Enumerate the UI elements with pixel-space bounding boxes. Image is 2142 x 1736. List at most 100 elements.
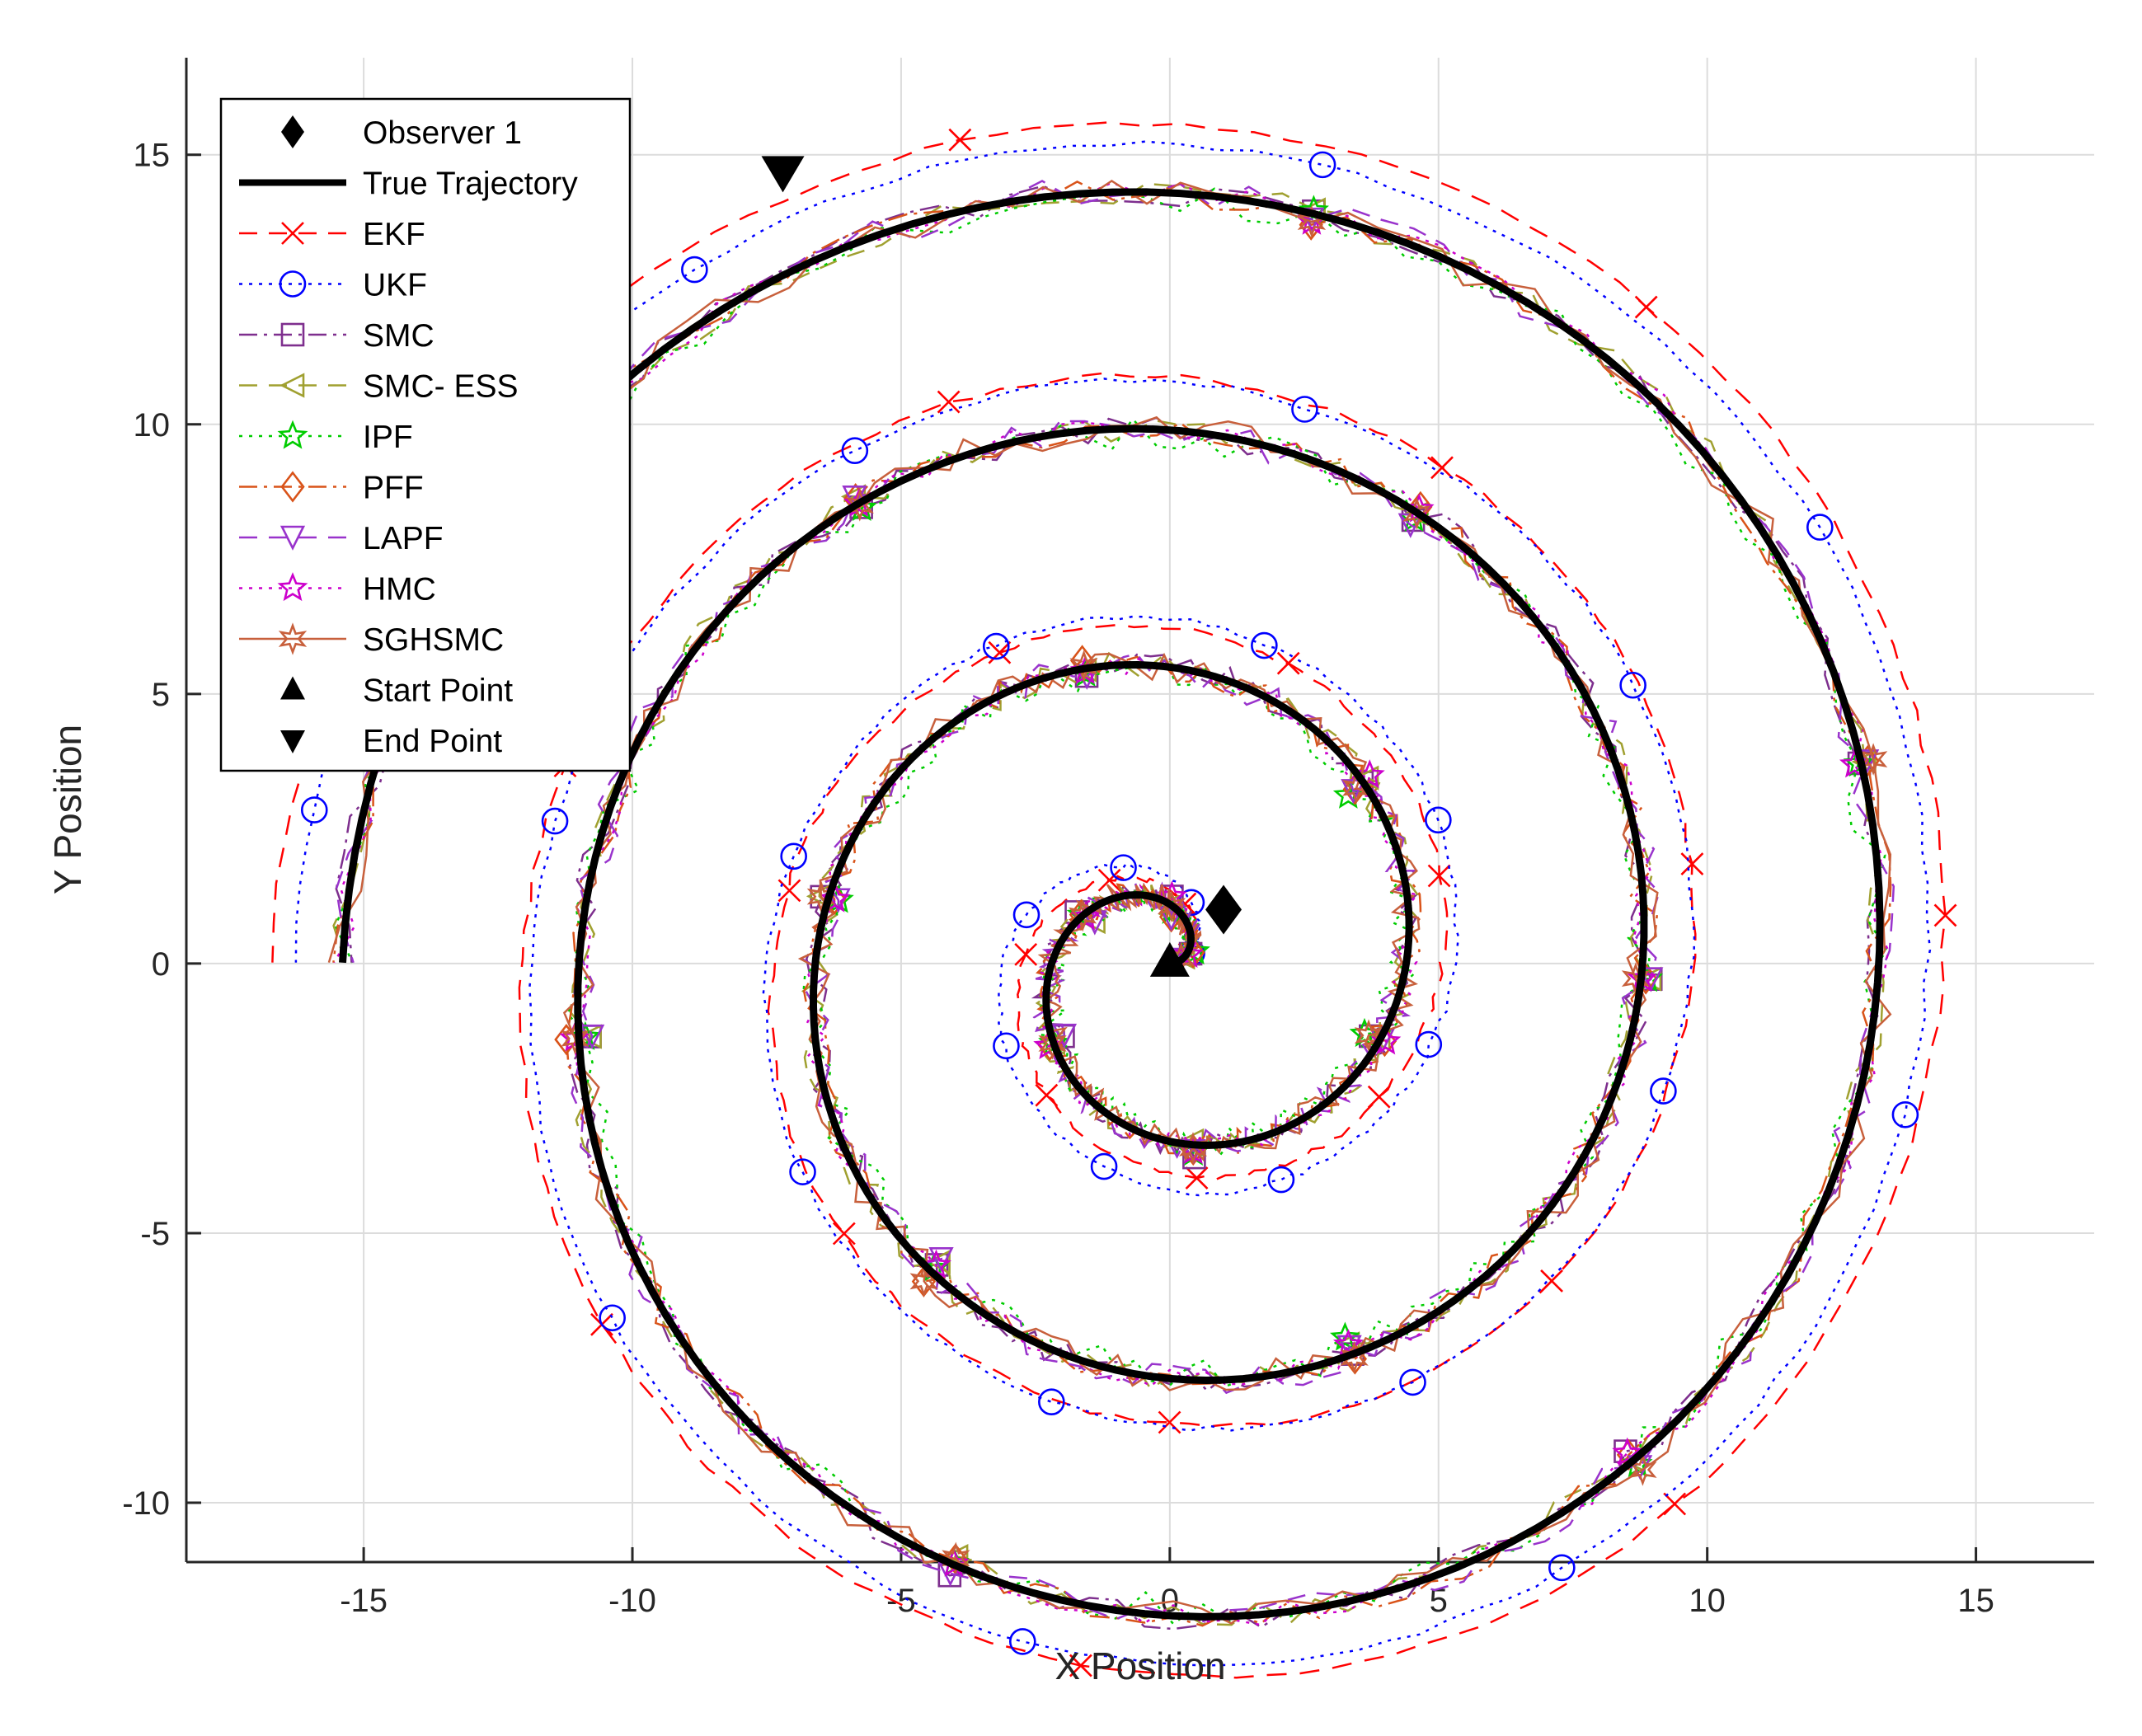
- series-marker: [1415, 1030, 1443, 1058]
- series-marker: [561, 1022, 590, 1055]
- series-line: [294, 140, 1932, 1667]
- series-marker: [1038, 1388, 1065, 1416]
- legend-box: [219, 97, 632, 772]
- series-marker: [1548, 1554, 1576, 1582]
- x-tick-label: -5: [886, 1583, 916, 1619]
- series-marker: [1638, 967, 1664, 992]
- series-marker: [1014, 942, 1038, 966]
- plot-area: [271, 121, 1957, 1679]
- legend-label: True Trajectory: [363, 167, 578, 202]
- series-ekf: [271, 121, 1957, 1679]
- legend-label: SGHSMC: [363, 622, 504, 658]
- series-marker: [1367, 1085, 1391, 1109]
- legend-marker: [277, 420, 308, 449]
- series-marker: [1033, 1030, 1064, 1059]
- series-marker: [1430, 456, 1454, 480]
- series-marker: [777, 879, 801, 903]
- series-sghsmc: [327, 180, 1892, 1625]
- legend-label: PFF: [363, 471, 424, 506]
- legend-marker: [280, 730, 305, 753]
- y-tick-label: -10: [122, 1485, 170, 1522]
- x-axis-title: X Position: [1055, 1645, 1225, 1687]
- series-marker: [1680, 852, 1704, 875]
- legend-marker: [280, 471, 305, 503]
- series-marker: [1251, 631, 1278, 659]
- series-marker: [1933, 903, 1957, 927]
- x-tick-label: 5: [1430, 1583, 1448, 1619]
- series-marker: [1425, 806, 1452, 834]
- series-marker: [1158, 1410, 1181, 1434]
- legend-entry: End Point: [280, 724, 502, 759]
- legend-label: SMC- ESS: [363, 369, 519, 405]
- legend-entry: True Trajectory: [239, 167, 578, 202]
- series-marker: [789, 1158, 816, 1185]
- series-marker: [982, 632, 1010, 660]
- series-marker: [1399, 1368, 1426, 1396]
- series-marker: [1267, 1166, 1295, 1194]
- series-marker: [1806, 514, 1834, 541]
- series-marker: [1035, 1083, 1059, 1107]
- series-marker: [1427, 864, 1451, 888]
- y-ticks: -10 -5 0 5 10 15: [122, 138, 201, 1522]
- end-point-marker: [761, 156, 805, 193]
- x-tick-label: 15: [1957, 1583, 1994, 1619]
- series-marker: [928, 1246, 954, 1273]
- legend-entry: EKF: [239, 217, 425, 252]
- legend-entry: HMC: [239, 572, 436, 608]
- series-marker: [300, 796, 328, 823]
- series-marker: [1891, 1100, 1919, 1128]
- legend-entry: IPF: [239, 420, 413, 455]
- series-marker: [1663, 1492, 1687, 1516]
- series-marker: [842, 486, 867, 511]
- legend: Observer 1 True Trajectory EKF UKF SMC SMC- E…: [219, 97, 632, 772]
- series-marker: [1354, 1019, 1383, 1052]
- series-line: [335, 185, 1882, 1630]
- series-marker: [1069, 1654, 1092, 1677]
- legend-label: End Point: [363, 724, 502, 759]
- x-tick-label: 10: [1689, 1583, 1726, 1619]
- series-marker: [1332, 1329, 1364, 1358]
- series-marker: [937, 390, 961, 414]
- legend-marker: [279, 270, 307, 298]
- series-marker: [1650, 1077, 1677, 1105]
- legend-label: HMC: [363, 572, 436, 608]
- series-marker: [942, 1541, 970, 1575]
- grid: [186, 58, 2094, 1562]
- series-marker: [993, 1032, 1020, 1060]
- y-tick-label: 10: [134, 407, 171, 443]
- series-marker: [1612, 1437, 1643, 1466]
- series-marker: [1069, 650, 1098, 683]
- legend-entry: Start Point: [280, 673, 513, 709]
- legend-label: UKF: [363, 268, 427, 303]
- series-marker: [1038, 1027, 1067, 1060]
- series-marker: [1540, 1269, 1563, 1293]
- x-tick-label: -15: [340, 1583, 388, 1619]
- y-tick-label: 15: [134, 138, 171, 174]
- series-marker: [1330, 1321, 1360, 1351]
- legend-marker: [279, 525, 306, 551]
- legend-entry: Observer 1: [281, 115, 522, 151]
- series-marker: [1308, 151, 1336, 179]
- series-marker: [780, 842, 807, 870]
- series-marker: [541, 807, 569, 835]
- series-marker: [599, 1304, 626, 1332]
- series-marker: [681, 256, 708, 284]
- y-tick-label: -5: [140, 1216, 170, 1252]
- series-marker: [1185, 1166, 1209, 1189]
- x-tick-label: -10: [608, 1583, 656, 1619]
- series-marker: [1291, 396, 1318, 423]
- series-marker: [1012, 901, 1040, 929]
- series-marker: [988, 640, 1012, 664]
- legend-marker: [277, 572, 308, 602]
- legend-label: Observer 1: [363, 115, 522, 151]
- x-ticks: -15 -10 -5 0 5 10 15: [340, 1547, 1994, 1619]
- series-marker: [1008, 1628, 1036, 1655]
- legend-marker: [279, 373, 305, 398]
- legend-entry: UKF: [239, 268, 427, 303]
- true-trajectory-line: [339, 188, 1884, 1621]
- series-ukf: [294, 140, 1932, 1667]
- legend-entry: SMC: [239, 318, 435, 354]
- series-marker: [1408, 490, 1433, 523]
- series-line: [327, 180, 1892, 1625]
